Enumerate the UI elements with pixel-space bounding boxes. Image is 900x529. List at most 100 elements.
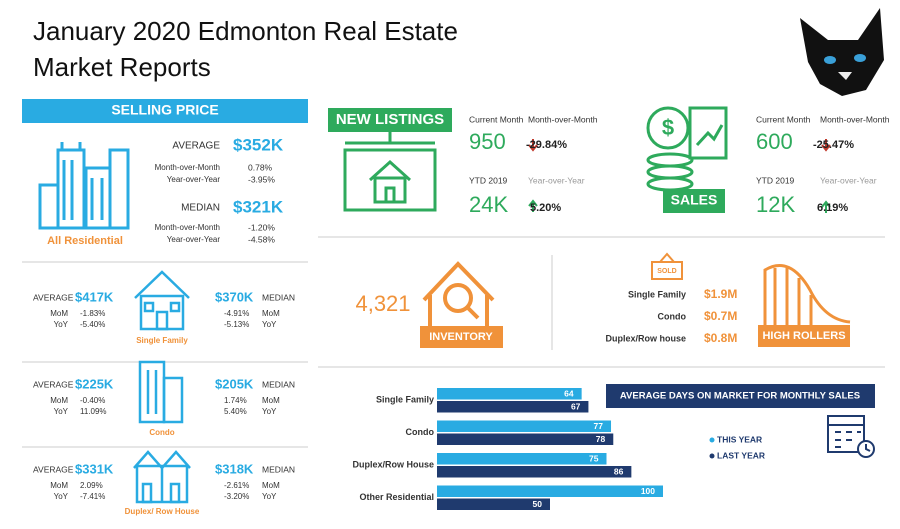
row-label: Month-over-Month (155, 223, 220, 232)
bar-value-label: 50 (533, 499, 543, 509)
price: $321K (233, 197, 284, 216)
bar (437, 388, 582, 400)
bar-value-label: 86 (614, 466, 624, 476)
high-rollers-banner (758, 325, 850, 347)
row-value: -3.20% (224, 492, 249, 501)
change: -25.47% (813, 139, 854, 151)
row-label: YoY (54, 320, 69, 329)
stat-label: Month-over-Month (528, 114, 598, 124)
row-value: -1.83% (80, 309, 105, 318)
bar (437, 420, 612, 432)
row-label: Condo (658, 311, 687, 321)
legend-marker (709, 437, 715, 443)
sign-text: SOLD (657, 268, 676, 275)
dollar-icon: $ (662, 115, 674, 140)
stat-label: Month-over-Month (820, 114, 890, 124)
price: $331K (75, 461, 114, 476)
sold-sign (651, 252, 683, 280)
category-label: Duplex/ Row House (125, 507, 200, 516)
row-label: MoM (262, 396, 280, 405)
bar (437, 453, 607, 465)
section-heading: SALES (671, 192, 718, 208)
row-label: MoM (50, 309, 68, 318)
coaster-icon (763, 264, 851, 325)
row-label: Year-over-Year (167, 235, 221, 244)
row-label: Duplex/Row house (605, 333, 686, 343)
legend-label: THIS YEAR (717, 434, 762, 444)
stat-label: Current Month (756, 114, 811, 124)
title: January 2020 Edmonton Real Estate (33, 16, 458, 46)
category-label: Single Family (376, 394, 434, 404)
row-label: Single Family (628, 289, 686, 299)
big-number: 24K (469, 192, 508, 217)
change: 5.20% (530, 202, 561, 214)
section-heading: HIGH ROLLERS (762, 330, 845, 342)
stat-label: Current Month (469, 114, 524, 124)
row-label: MoM (50, 396, 68, 405)
row-value: -1.20% (248, 222, 275, 232)
row-value: $0.7M (704, 309, 737, 323)
row-value: $0.8M (704, 331, 737, 345)
row-value: -4.58% (248, 234, 275, 244)
row-value: -3.95% (248, 174, 275, 184)
title: Market Reports (33, 52, 211, 82)
category-label: Single Family (136, 336, 188, 345)
sales-icon (646, 106, 728, 192)
category-label: All Residential (47, 235, 123, 247)
change: 6.19% (817, 202, 848, 214)
bar-value-label: 77 (594, 421, 604, 431)
big-number: 950 (469, 129, 506, 154)
bar-value-label: 78 (596, 434, 606, 444)
price: $417K (75, 289, 114, 304)
section-heading: SELLING PRICE (111, 102, 218, 118)
row-label: YoY (262, 492, 277, 501)
bar-value-label: 75 (589, 453, 599, 463)
stat-label: Year-over-Year (528, 175, 585, 185)
row-value: -2.61% (224, 481, 249, 490)
change: -29.84% (526, 139, 567, 151)
category-label: Duplex/Row House (352, 459, 434, 469)
chart-title: AVERAGE DAYS ON MARKET FOR MONTHLY SALES (620, 391, 860, 402)
bar (437, 498, 550, 510)
stat-label: AVERAGE (33, 379, 74, 389)
price: $318K (215, 461, 254, 476)
stat-label: AVERAGE (33, 464, 74, 474)
chart-title-box (606, 384, 875, 408)
stat-label: AVERAGE (33, 292, 74, 302)
row-label: YoY (54, 407, 69, 416)
sign-icon (343, 132, 437, 212)
stat-label: MEDIAN (181, 203, 220, 214)
row-value: -4.91% (224, 309, 249, 318)
inventory-banner (420, 326, 503, 348)
big-number: 12K (756, 192, 795, 217)
bar (437, 466, 632, 478)
row-value: -7.41% (80, 492, 105, 501)
section-heading: NEW LISTINGS (336, 111, 444, 128)
row-label: MoM (262, 309, 280, 318)
inventory-icon (422, 261, 495, 326)
legend-label: LAST YEAR (717, 450, 765, 460)
bar-value-label: 100 (641, 486, 655, 496)
price: $225K (75, 376, 114, 391)
stat-label: YTD 2019 (469, 175, 508, 185)
legend-marker (709, 453, 715, 459)
category-label: Condo (406, 427, 435, 437)
row-value: 5.40% (224, 407, 247, 416)
up-arrow (821, 200, 831, 213)
row-value: -0.40% (80, 396, 105, 405)
bar (437, 485, 663, 497)
bar-value-label: 67 (571, 401, 581, 411)
row-value: 0.78% (248, 162, 273, 172)
down-arrow (821, 139, 831, 152)
row-value: $1.9M (704, 287, 737, 301)
row-value: -5.40% (80, 320, 105, 329)
condo-icon (138, 360, 184, 424)
row-label: MoM (50, 481, 68, 490)
row-label: YoY (262, 320, 277, 329)
row-label: YoY (54, 492, 69, 501)
row-value: -5.13% (224, 320, 249, 329)
price: $370K (215, 289, 254, 304)
selling-price-banner (22, 99, 308, 123)
calendar-icon (827, 415, 875, 458)
